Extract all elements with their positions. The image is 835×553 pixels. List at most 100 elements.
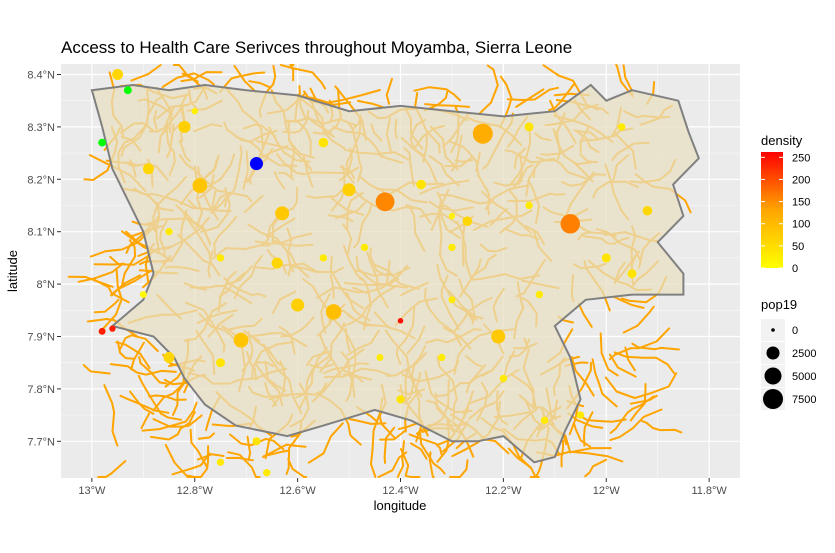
- y-tick-label: 8.2°N: [27, 174, 55, 186]
- road-segment: [246, 435, 252, 462]
- road-segment: [289, 64, 295, 82]
- road-segment: [631, 342, 680, 351]
- y-tick-label: 8.4°N: [27, 69, 55, 81]
- facility-point-green: [123, 86, 132, 95]
- road-segment: [548, 82, 576, 112]
- road-segment: [279, 64, 327, 90]
- facility-point: [192, 178, 208, 193]
- facility-point: [627, 269, 637, 279]
- road-segment: [383, 426, 396, 464]
- x-axis-title: longitude: [374, 498, 427, 513]
- facility-point: [342, 183, 356, 197]
- facility-point: [271, 257, 283, 269]
- road-segment: [103, 384, 119, 447]
- facility-point: [112, 69, 124, 80]
- road-segment: [348, 418, 387, 425]
- road-segment: [130, 341, 145, 371]
- map-title: Access to Health Care Serivces throughou…: [61, 38, 572, 57]
- x-tick-label: 12.6°W: [280, 485, 317, 497]
- y-tick-label: 7.7°N: [27, 436, 55, 448]
- road-segment: [591, 358, 618, 408]
- road-segment: [379, 429, 407, 441]
- road-segment: [575, 412, 627, 423]
- road-segment: [307, 422, 344, 464]
- road-segment: [219, 71, 266, 93]
- road-segment: [233, 64, 257, 94]
- road-segment: [121, 239, 137, 286]
- facility-point: [448, 212, 456, 220]
- facility-point: [499, 374, 508, 383]
- road-segment: [622, 305, 655, 334]
- road-segment: [119, 394, 155, 415]
- facility-point: [448, 243, 456, 252]
- pop19-legend-title: pop19: [761, 297, 797, 312]
- road-segment: [93, 298, 120, 314]
- road-segment: [396, 440, 405, 478]
- facility-point: [263, 469, 271, 477]
- x-tick-label: 12.2°W: [485, 485, 522, 497]
- road-segment: [116, 340, 135, 360]
- road-segment: [197, 453, 225, 461]
- pop19-keys: 0 2500 5000 7500: [761, 319, 816, 410]
- pop19-key-dot: [764, 367, 782, 385]
- road-segment: [584, 458, 608, 478]
- road-segment: [609, 408, 663, 442]
- facility-point: [165, 228, 173, 236]
- facility-point: [642, 205, 653, 216]
- road-segment: [163, 378, 190, 386]
- road-segment: [227, 451, 261, 478]
- facility-point: [139, 291, 147, 299]
- road-segment: [97, 460, 127, 478]
- x-tick-label: 11.8°W: [691, 485, 727, 497]
- facility-point: [163, 352, 175, 363]
- facility-point: [416, 179, 426, 190]
- road-segment: [110, 269, 153, 297]
- road-segment: [357, 99, 387, 109]
- road-segment: [609, 395, 655, 434]
- facility-points: [98, 69, 653, 477]
- road-segment: [449, 459, 469, 478]
- facility-point: [325, 304, 342, 320]
- pop19-key-dot: [763, 389, 783, 409]
- density-legend-title: density: [761, 133, 803, 148]
- facility-point: [142, 163, 154, 175]
- road-segment: [129, 390, 170, 414]
- road-segment: [171, 452, 211, 476]
- road-segment: [77, 262, 125, 283]
- facility-point: [318, 137, 329, 148]
- road-segment: [408, 433, 443, 456]
- road-segment: [148, 394, 187, 401]
- facility-point: [275, 206, 290, 221]
- facility-point: [491, 329, 506, 344]
- pop19-key-label: 0: [792, 325, 798, 337]
- road-segment: [419, 432, 446, 475]
- pop19-legend: pop19 0 2500 5000 7500: [761, 297, 816, 410]
- density-colorbar: [761, 152, 783, 268]
- road-segment: [609, 353, 637, 378]
- road-segment: [385, 77, 393, 105]
- road-segment: [115, 341, 151, 370]
- y-axis-title: latitude: [5, 250, 20, 292]
- road-segment: [137, 374, 182, 421]
- road-segment: [629, 383, 647, 422]
- facility-point: [376, 354, 384, 361]
- facility-point: [535, 290, 544, 299]
- pop19-key-label: 7500: [792, 394, 816, 406]
- road-segment: [604, 372, 678, 399]
- y-axis: 7.7°N 7.8°N 7.9°N 8°N 8.1°N 8.2°N 8.3°N 8.4°N: [27, 69, 61, 448]
- road-segment: [612, 295, 645, 309]
- road-segment: [248, 80, 272, 89]
- road-segment: [109, 363, 177, 376]
- x-tick-label: 13°W: [78, 485, 106, 497]
- facility-point: [540, 416, 549, 425]
- road-segment: [609, 327, 671, 361]
- density-tick-label: 50: [792, 241, 804, 253]
- facility-point: [462, 216, 473, 227]
- facility-point: [252, 437, 261, 446]
- facility-point: [472, 123, 493, 144]
- facility-point: [448, 296, 456, 304]
- facility-point: [215, 358, 225, 368]
- facility-point: [375, 192, 395, 212]
- density-legend: density 250 200 150 100 50 0: [761, 133, 810, 275]
- facility-point: [576, 411, 585, 419]
